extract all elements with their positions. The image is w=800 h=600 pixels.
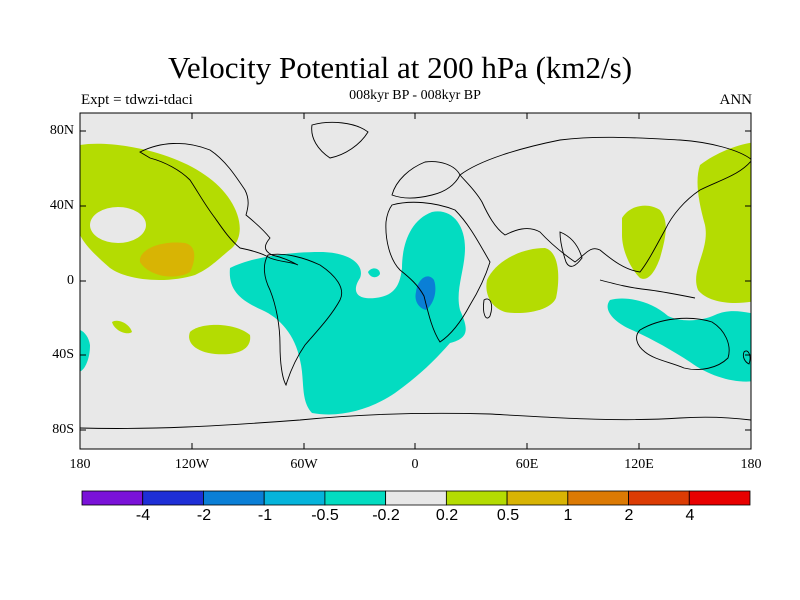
colorbar-box xyxy=(506,490,569,506)
colorbar-box xyxy=(263,490,326,506)
coast-north-america xyxy=(139,142,299,266)
lon-label-180-east: 180 xyxy=(740,457,762,472)
coast-madagascar xyxy=(483,298,493,319)
negative-small-west-africa xyxy=(368,268,380,278)
lat-ticks xyxy=(80,130,751,431)
lon-label-180-west: 180 xyxy=(69,457,91,472)
coast-indonesia xyxy=(599,279,696,299)
coastlines xyxy=(80,121,751,429)
coast-greenland xyxy=(311,121,369,159)
lat-label-80s: 80S xyxy=(52,422,74,437)
lon-label-60w: 60W xyxy=(290,457,318,472)
colorbar-label: -1 xyxy=(257,507,273,524)
lon-label-0: 0 xyxy=(411,457,419,472)
colorbar xyxy=(81,490,751,506)
map-title: Velocity Potential at 200 hPa (km2/s) xyxy=(167,50,633,85)
positive-region-south-pacific xyxy=(189,324,251,355)
colorbar-label: -2 xyxy=(196,507,212,524)
lon-label-120w: 120W xyxy=(174,457,210,472)
season-label: ANN xyxy=(719,92,753,108)
positive-region-north-pacific xyxy=(80,143,240,281)
positive-region-far-east xyxy=(696,142,751,303)
negative-region-maritime xyxy=(607,298,751,382)
colorbar-label: 2 xyxy=(624,507,634,524)
colorbar-box xyxy=(203,490,265,506)
colorbar-label: -0.2 xyxy=(372,507,400,524)
positive-small-pacific xyxy=(112,320,132,334)
lon-label-60e: 60E xyxy=(515,457,539,472)
colorbar-box xyxy=(324,490,387,506)
colorbar-label: 4 xyxy=(685,507,695,524)
lat-label-40n: 40N xyxy=(49,198,74,213)
lon-ticks xyxy=(191,113,640,449)
lat-label-40s: 40S xyxy=(52,347,74,362)
colorbar-box xyxy=(445,490,508,506)
colorbar-label: 0.5 xyxy=(496,507,520,524)
positive-core-pacific xyxy=(139,242,195,277)
colorbar-label: -0.5 xyxy=(311,507,339,524)
lat-label-0: 0 xyxy=(67,273,74,288)
map-subtitle: 008kyr BP - 008kyr BP xyxy=(349,88,481,103)
lon-label-120e: 120E xyxy=(624,457,654,472)
colorbar-box xyxy=(567,490,629,506)
positive-region-indian-ocean xyxy=(486,248,559,314)
colorbar-box xyxy=(385,490,447,506)
colorbar-label: 1 xyxy=(563,507,573,524)
positive-region-east-asia xyxy=(622,205,666,279)
colorbar-box xyxy=(142,490,204,506)
lat-label-80n: 80N xyxy=(49,123,74,138)
negative-core-africa xyxy=(415,276,436,310)
coast-australia xyxy=(636,317,730,370)
coast-africa xyxy=(385,201,491,343)
coast-south-america xyxy=(263,253,342,387)
coast-asia xyxy=(459,136,751,273)
coast-india xyxy=(559,231,583,267)
negative-region-west-edge xyxy=(80,329,90,372)
colorbar-box xyxy=(688,490,751,506)
colorbar-box xyxy=(81,490,144,506)
colorbar-box xyxy=(628,490,690,506)
colorbar-label: 0.2 xyxy=(435,507,459,524)
colorbar-label: -4 xyxy=(135,507,151,524)
coast-new-zealand xyxy=(742,350,751,365)
experiment-label: Expt = tdwzi-tdaci xyxy=(81,92,193,108)
neutral-hole-pacific xyxy=(90,207,146,243)
coast-antarctica xyxy=(80,412,751,429)
